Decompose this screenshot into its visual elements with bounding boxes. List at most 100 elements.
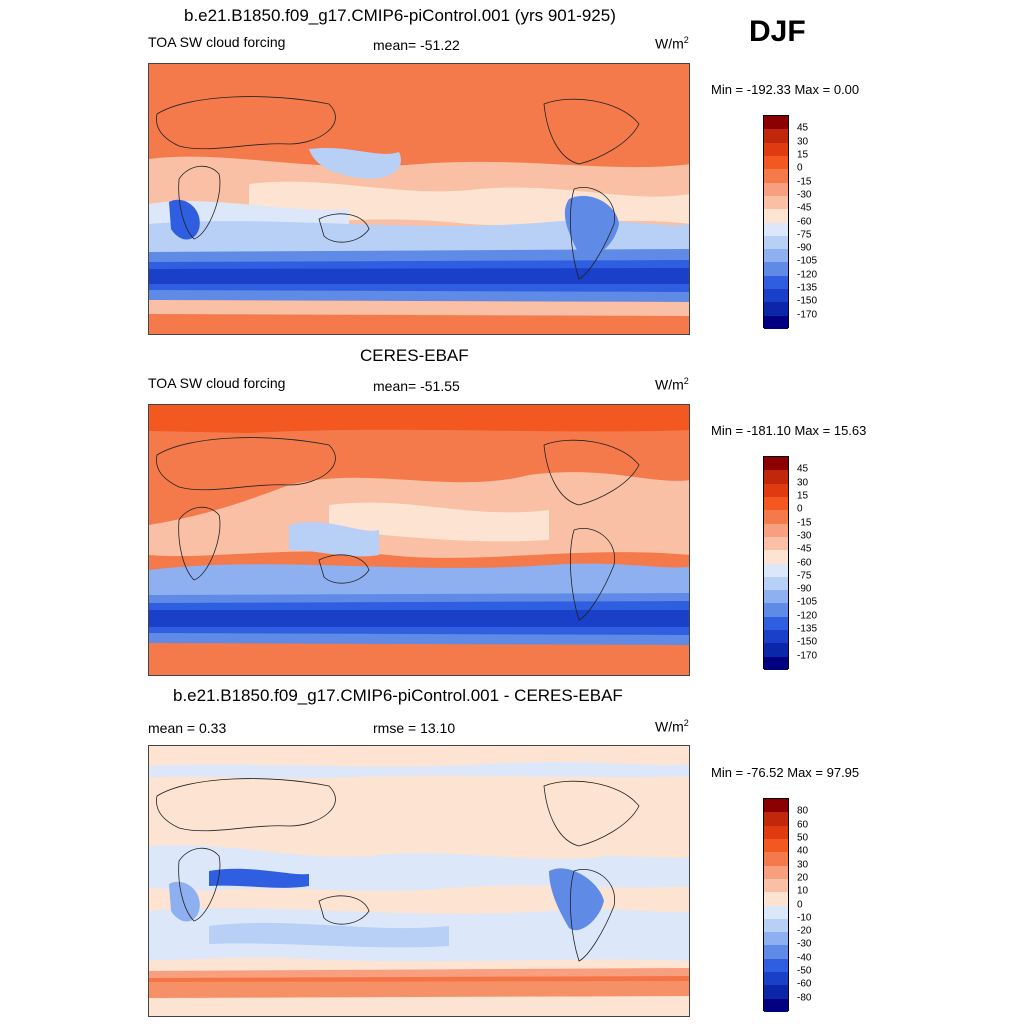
panel3-units: W/m2	[655, 718, 689, 735]
colorbar-swatch	[764, 603, 788, 617]
colorbar-label: -90	[797, 242, 812, 254]
panel2-colorbar	[763, 456, 789, 670]
panel2-map	[148, 404, 690, 676]
panel3-mean-label: mean = 0.33	[148, 720, 227, 736]
colorbar-label: -120	[797, 269, 818, 281]
colorbar-label: -10	[797, 912, 812, 924]
colorbar-label: 15	[797, 490, 809, 502]
panel2-field-label: TOA SW cloud forcing	[148, 375, 286, 391]
colorbar-label: 40	[797, 845, 809, 857]
panel2-minmax: Min = -181.10 Max = 15.63	[711, 423, 867, 438]
colorbar-swatch	[764, 905, 788, 919]
colorbar-swatch	[764, 812, 788, 826]
colorbar-swatch	[764, 302, 788, 316]
colorbar-swatch	[764, 852, 788, 866]
colorbar-swatch	[764, 182, 788, 196]
colorbar-label: 0	[797, 503, 803, 515]
panel3-title: b.e21.B1850.f09_g17.CMIP6-piControl.001 …	[173, 686, 623, 705]
colorbar-swatch	[764, 169, 788, 183]
colorbar-swatch	[764, 630, 788, 644]
colorbar-swatch	[764, 142, 788, 156]
colorbar-swatch	[764, 235, 788, 250]
colorbar-swatch	[764, 945, 788, 959]
colorbar-swatch	[764, 563, 788, 577]
colorbar-label: -50	[797, 965, 812, 977]
colorbar-label: 0	[797, 162, 803, 174]
colorbar-label: -15	[797, 176, 812, 188]
colorbar-label: 30	[797, 136, 809, 148]
colorbar-label: 60	[797, 819, 809, 831]
panel1-units: W/m2	[655, 35, 689, 52]
colorbar-swatch	[764, 315, 788, 329]
colorbar-label: 10	[797, 885, 809, 897]
colorbar-swatch	[764, 483, 788, 497]
colorbar-label: 45	[797, 122, 809, 134]
colorbar-label: -45	[797, 202, 812, 214]
colorbar-swatch	[764, 129, 788, 143]
colorbar-swatch	[764, 496, 788, 511]
season-label: DJF	[749, 15, 806, 48]
colorbar-swatch	[764, 932, 788, 946]
panel2-units: W/m2	[655, 376, 689, 393]
colorbar-label: -40	[797, 952, 812, 964]
colorbar-swatch	[764, 892, 788, 906]
colorbar-swatch	[764, 470, 788, 484]
panel3-minmax: Min = -76.52 Max = 97.95	[711, 765, 860, 780]
colorbar-swatch	[764, 116, 788, 130]
colorbar-swatch	[764, 155, 788, 170]
colorbar-swatch	[764, 643, 788, 657]
colorbar-label: -150	[797, 295, 818, 307]
colorbar-swatch	[764, 510, 788, 524]
panel1-minmax: Min = -192.33 Max = 0.00	[711, 82, 860, 97]
colorbar-swatch	[764, 799, 788, 813]
colorbar-swatch	[764, 838, 788, 853]
colorbar-label: -135	[797, 623, 818, 635]
colorbar-label: -135	[797, 282, 818, 294]
colorbar-label: 50	[797, 832, 809, 844]
panel1-mean-label: mean= -51.22	[373, 37, 460, 53]
colorbar-label: -60	[797, 216, 812, 227]
colorbar-label: -105	[797, 596, 818, 608]
colorbar-label: -170	[797, 309, 818, 321]
colorbar-label: -90	[797, 583, 812, 595]
panel1-title: b.e21.B1850.f09_g17.CMIP6-piControl.001 …	[184, 6, 616, 25]
colorbar-label: -45	[797, 543, 812, 555]
colorbar-label: 30	[797, 859, 809, 871]
colorbar-swatch	[764, 275, 788, 290]
colorbar-label: 45	[797, 463, 809, 475]
panel1-colorbar	[763, 115, 789, 329]
colorbar-label: 80	[797, 805, 809, 817]
colorbar-swatch	[764, 865, 788, 879]
panel1-field-label: TOA SW cloud forcing	[148, 34, 286, 50]
colorbar-swatch	[764, 289, 788, 303]
panel3-rmse-label: rmse = 13.10	[373, 720, 456, 736]
colorbar-swatch	[764, 616, 788, 631]
colorbar-swatch	[764, 457, 788, 471]
colorbar-label: 30	[797, 477, 809, 489]
colorbar-swatch	[764, 985, 788, 999]
colorbar-swatch	[764, 550, 788, 564]
colorbar-label: -150	[797, 636, 818, 648]
colorbar-label: 20	[797, 872, 809, 884]
colorbar-swatch	[764, 958, 788, 973]
colorbar-swatch	[764, 590, 788, 604]
colorbar-label: 15	[797, 149, 809, 161]
panel2-title: CERES-EBAF	[360, 346, 469, 365]
colorbar-swatch	[764, 998, 788, 1012]
colorbar-label: -75	[797, 229, 812, 241]
colorbar-swatch	[764, 825, 788, 839]
panel3-colorbar	[763, 798, 789, 1012]
colorbar-label: -15	[797, 517, 812, 529]
colorbar-label: -30	[797, 530, 812, 542]
colorbar-swatch	[764, 576, 788, 591]
colorbar-label: -20	[797, 925, 812, 937]
colorbar-swatch	[764, 249, 788, 263]
colorbar-label: -80	[797, 992, 812, 1004]
colorbar-label: -30	[797, 189, 812, 201]
panel3-map	[148, 745, 690, 1017]
panel1-map	[148, 63, 690, 335]
panel2-mean-label: mean= -51.55	[373, 378, 460, 394]
colorbar-swatch	[764, 656, 788, 670]
colorbar-label: -60	[797, 978, 812, 990]
colorbar-label: -105	[797, 255, 818, 267]
